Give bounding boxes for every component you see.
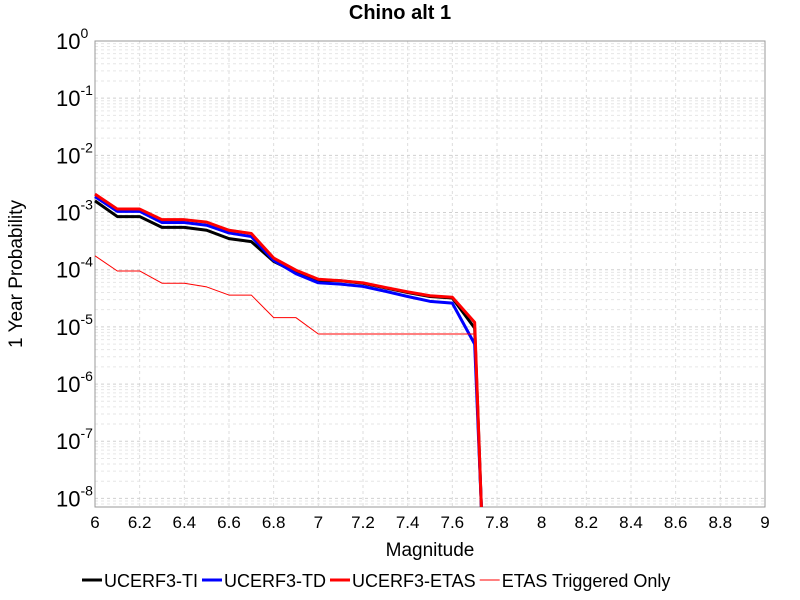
y-tick-label: 100: [56, 25, 88, 54]
y-tick-label: 10-2: [56, 139, 93, 168]
series-line-2: [94, 195, 483, 508]
x-axis-label: Magnitude: [386, 540, 475, 561]
legend-label-4: ETAS Triggered Only: [502, 571, 671, 591]
x-tick-label: 8.4: [619, 513, 643, 532]
grid: [94, 40, 766, 507]
y-axis-ticks: 100 10-1 10-2 10-3 10-4 10-5 10-6 10-7 10-8: [56, 25, 93, 511]
y-axis-label: 1 Year Probability: [6, 200, 27, 348]
x-tick-label: 9: [760, 513, 769, 532]
series-line-3: [94, 192, 483, 508]
y-tick-label: 10-6: [56, 368, 93, 397]
x-tick-label: 8.2: [575, 513, 599, 532]
x-tick-label: 7.4: [396, 513, 420, 532]
x-tick-label: 8.6: [664, 513, 688, 532]
chart-title: Chino alt 1: [349, 2, 451, 24]
legend-label-2: UCERF3-TD: [224, 571, 326, 591]
x-tick-label: 7.8: [485, 513, 509, 532]
legend: UCERF3-TI UCERF3-TD UCERF3-ETAS ETAS Trigge…: [82, 571, 670, 591]
legend-label-1: UCERF3-TI: [104, 571, 198, 591]
x-tick-label: 6.6: [217, 513, 241, 532]
x-tick-label: 6.4: [173, 513, 197, 532]
x-tick-label: 7.2: [351, 513, 375, 532]
series-line-1: [94, 199, 483, 508]
y-tick-label: 10-5: [56, 311, 93, 340]
x-tick-label: 6.8: [262, 513, 286, 532]
series-layer: [94, 192, 483, 508]
plot-frame: [94, 40, 766, 508]
x-tick-label: 7.6: [441, 513, 465, 532]
x-axis-ticks: 6 6.2 6.4 6.6 6.8 7 7.2 7.4 7.6 7.8 8 8.2 8.4 8.6 8.8 9: [90, 513, 769, 532]
y-tick-label: 10-3: [56, 197, 93, 226]
x-tick-label: 8: [537, 513, 546, 532]
y-tick-label: 10-4: [56, 254, 93, 283]
x-tick-label: 8.8: [709, 513, 733, 532]
legend-label-3: UCERF3-ETAS: [352, 571, 476, 591]
series-line-4: [94, 255, 482, 508]
y-tick-label: 10-1: [56, 82, 93, 111]
y-tick-label: 10-7: [56, 425, 93, 454]
y-tick-label: 10-8: [56, 482, 93, 511]
x-tick-label: 6.2: [128, 513, 152, 532]
x-tick-label: 6: [90, 513, 99, 532]
x-tick-label: 7: [314, 513, 323, 532]
